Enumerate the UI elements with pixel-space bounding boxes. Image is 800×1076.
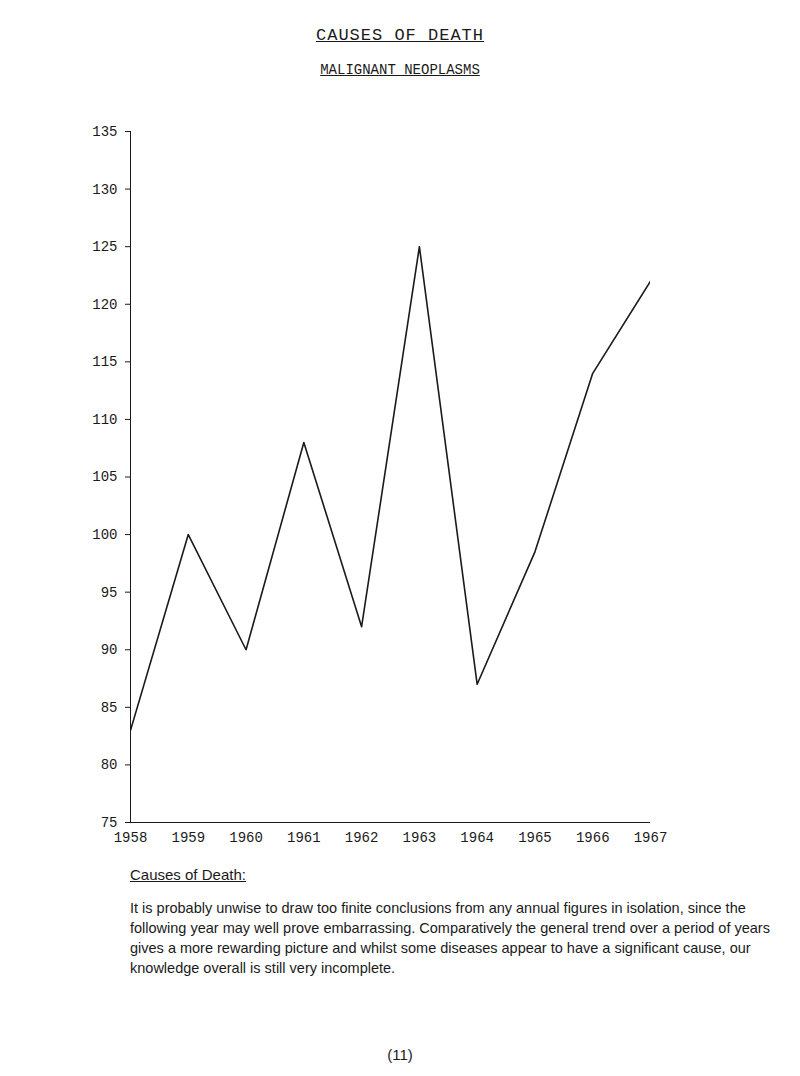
svg-text:100: 100 (92, 527, 117, 543)
html-text:Causes of Death:: Causes of Death: (130, 866, 246, 883)
svg-text:1965: 1965 (518, 830, 552, 846)
svg-text:1966: 1966 (576, 830, 610, 846)
svg-text:95: 95 (101, 585, 118, 601)
svg-text:1958: 1958 (114, 830, 148, 846)
svg-text:110: 110 (92, 412, 117, 428)
html-text:It is probably unwise to draw: It is probably unwise to draw too finite… (130, 900, 770, 976)
svg-text:115: 115 (92, 354, 117, 370)
svg-text:1967: 1967 (634, 830, 668, 846)
svg-text:135: 135 (92, 124, 117, 140)
svg-text:125: 125 (92, 239, 117, 255)
svg-text:1963: 1963 (403, 830, 437, 846)
svg-text:90: 90 (101, 642, 118, 658)
svg-text:120: 120 (92, 297, 117, 313)
svg-text:80: 80 (101, 757, 118, 773)
svg-text:75: 75 (101, 815, 118, 831)
svg-text:1962: 1962 (345, 830, 379, 846)
svg-text:105: 105 (92, 469, 117, 485)
html-text:(11): (11) (387, 1046, 413, 1063)
svg-text:130: 130 (92, 182, 117, 198)
html-text:MALIGNANT NEOPLASMS: MALIGNANT NEOPLASMS (320, 62, 480, 78)
svg-text:1964: 1964 (460, 830, 494, 846)
svg-text:1960: 1960 (229, 830, 263, 846)
svg-text:1959: 1959 (171, 830, 205, 846)
svg-text:1961: 1961 (287, 830, 321, 846)
svg-text:85: 85 (101, 700, 118, 716)
html-text:CAUSES OF DEATH: CAUSES OF DEATH (316, 26, 484, 45)
